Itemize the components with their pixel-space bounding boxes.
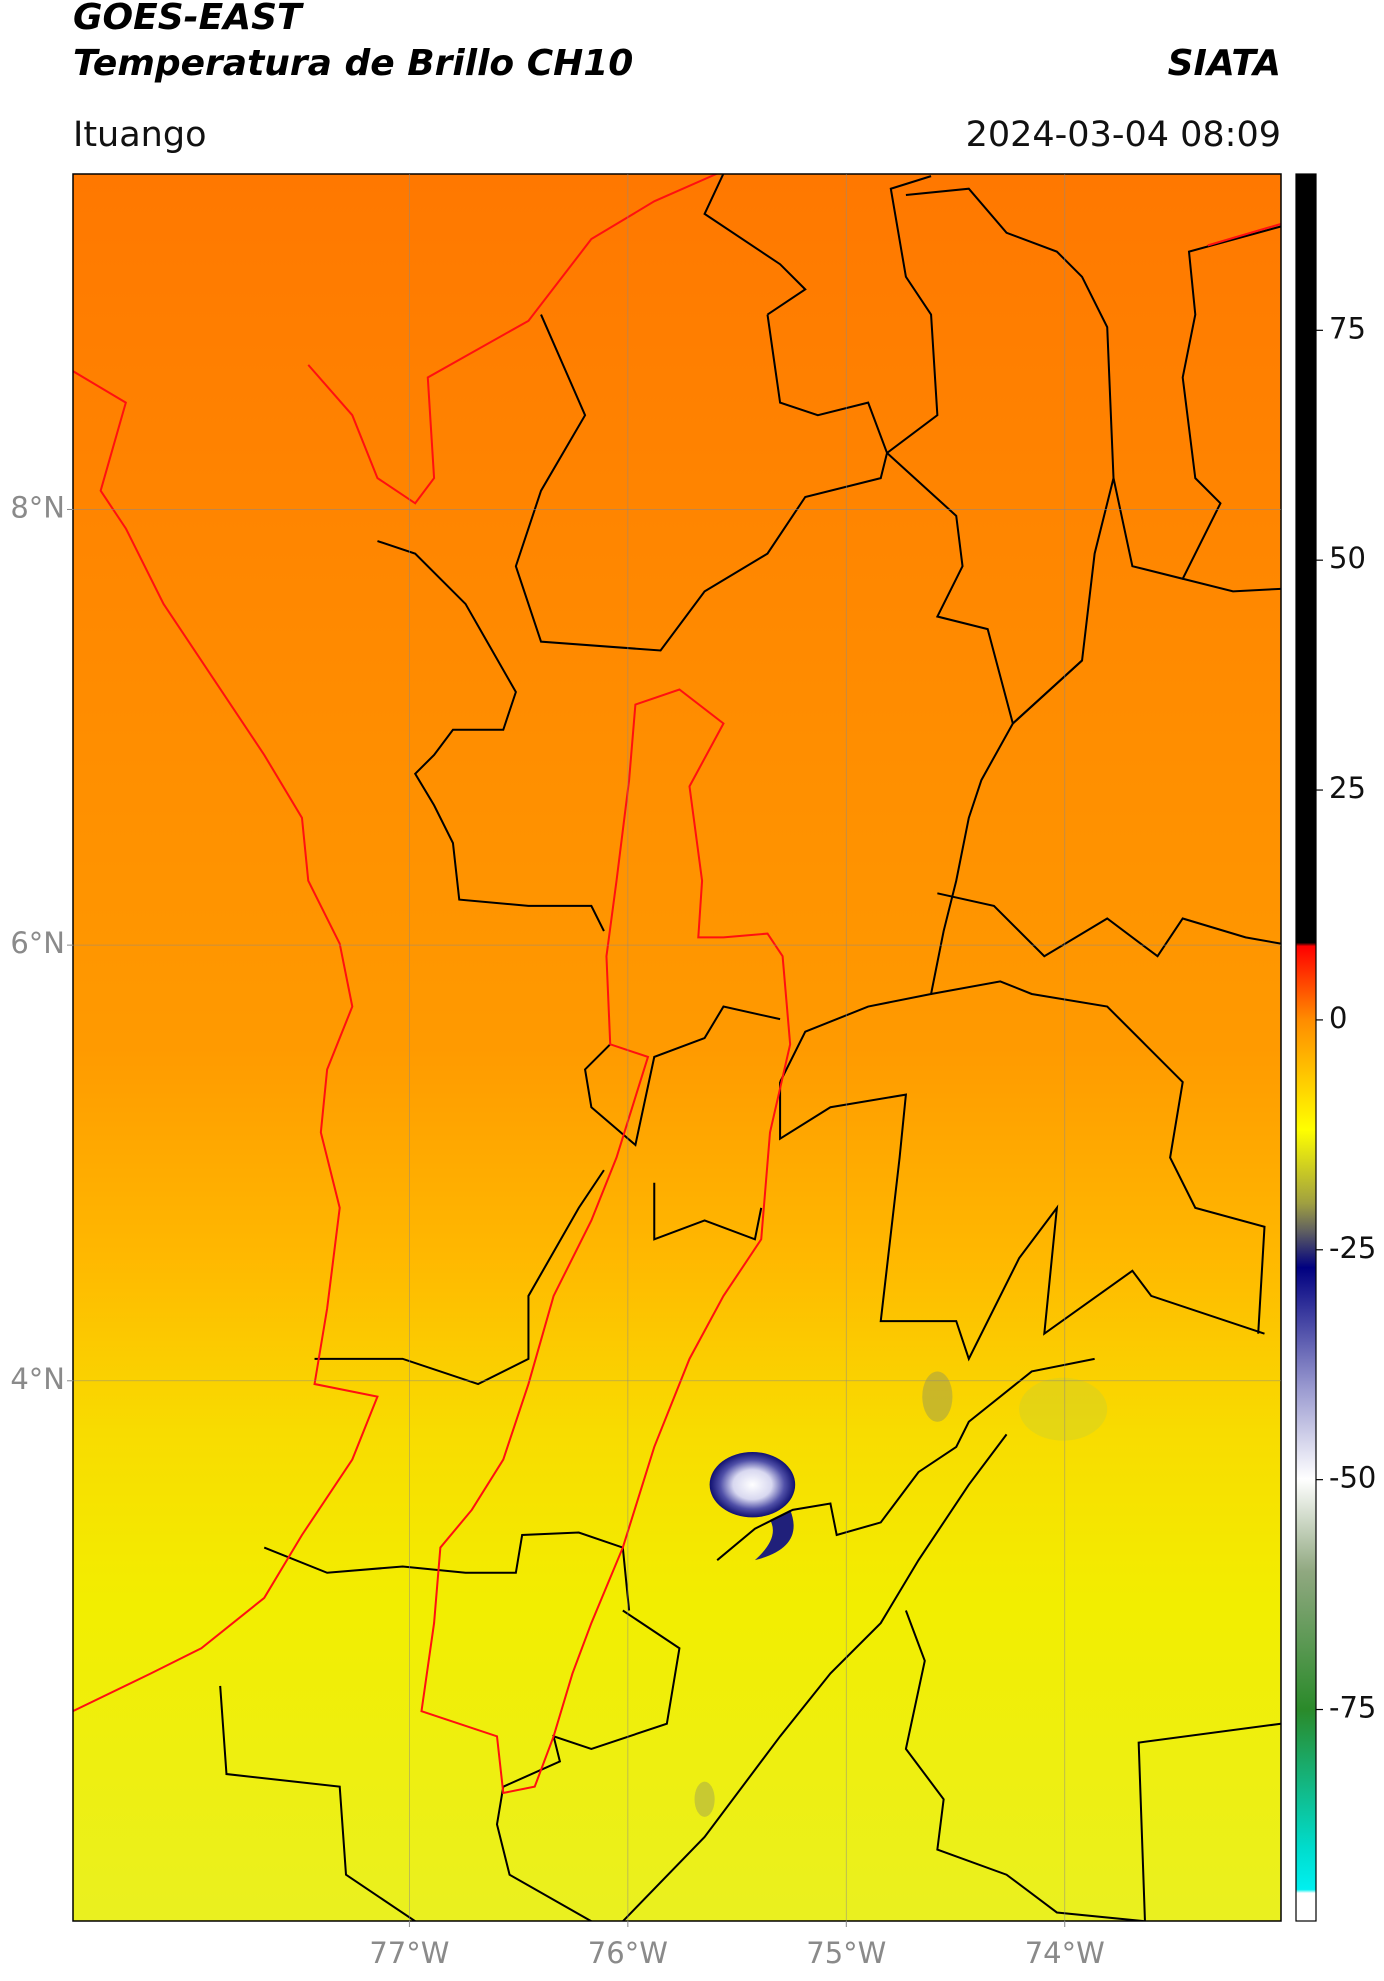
basin-and-coast — [73, 174, 1281, 1795]
colorbar-label: -25 — [1329, 1231, 1376, 1265]
colorbar-label: 50 — [1329, 541, 1366, 575]
title: GOES-EAST — [73, 0, 304, 38]
map-layers — [73, 174, 1281, 1921]
colorbar — [1295, 173, 1317, 1922]
colorbar-label: 75 — [1329, 311, 1366, 345]
colorbar-label: 25 — [1329, 771, 1366, 805]
location: Ituango — [73, 115, 207, 155]
subtitle: Temperatura de Brillo CH10 — [73, 43, 633, 84]
colorbar-label: 0 — [1329, 1001, 1347, 1035]
lat-label: 8°N — [10, 490, 65, 524]
borders — [219, 174, 1281, 1921]
colorbar-label: -50 — [1329, 1461, 1376, 1495]
lon-label: 75°W — [806, 1936, 886, 1970]
map-frame — [72, 173, 1282, 1922]
lat-label: 4°N — [10, 1362, 65, 1396]
timestamp: 2024-03-04 08:09 — [966, 115, 1281, 155]
colorbar-label: -75 — [1329, 1691, 1376, 1725]
lon-label: 74°W — [1025, 1936, 1105, 1970]
map — [73, 174, 1281, 1921]
lat-label: 6°N — [10, 926, 65, 960]
lon-label: 77°W — [369, 1936, 449, 1970]
source: SIATA — [1168, 43, 1281, 84]
lon-label: 76°W — [588, 1936, 668, 1970]
cloud-features — [694, 1371, 1108, 1817]
